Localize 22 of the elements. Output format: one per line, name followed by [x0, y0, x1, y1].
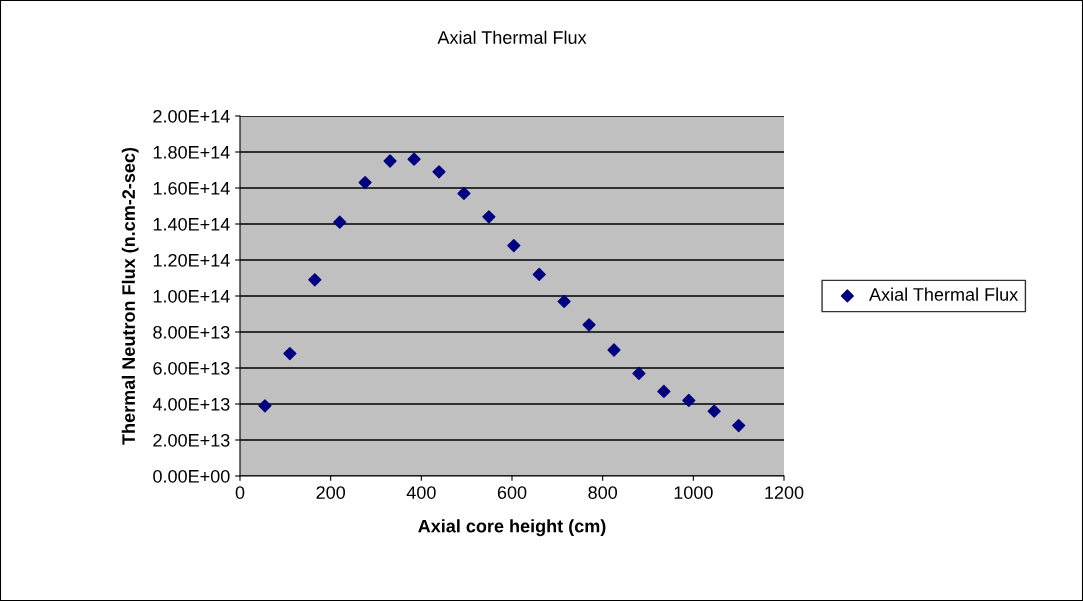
x-tick-label: 0 — [235, 486, 245, 499]
y-tick-label: 1.00E+14 — [153, 289, 230, 303]
chart-title: Axial Thermal Flux — [437, 30, 587, 44]
y-tick-label: 1.60E+14 — [153, 181, 230, 195]
x-axis-title: Axial core height (cm) — [418, 519, 606, 537]
x-tick-label: 600 — [497, 486, 527, 499]
y-tick-label: 2.00E+14 — [153, 109, 230, 123]
x-tick-label: 200 — [316, 486, 346, 499]
x-tick-label: 400 — [406, 486, 436, 499]
y-tick-label: 8.00E+13 — [153, 325, 230, 339]
y-tick-label: 2.00E+13 — [153, 433, 230, 447]
legend-label: Axial Thermal Flux — [869, 287, 1019, 301]
x-tick-label: 1200 — [765, 486, 804, 499]
y-tick-label: 1.40E+14 — [153, 217, 230, 231]
y-tick-label: 6.00E+13 — [153, 361, 230, 375]
y-tick-label: 4.00E+13 — [152, 397, 230, 411]
x-tick-label: 800 — [588, 486, 618, 499]
x-tick-label: 1000 — [674, 486, 713, 499]
y-tick-label: 1.20E+14 — [153, 253, 230, 267]
y-tick-label: 1.80E+14 — [153, 145, 230, 159]
y-axis-title: Thermal Neutron Flux (n.cm-2-sec) — [121, 147, 139, 445]
y-tick-label: 0.00E+00 — [153, 469, 230, 483]
